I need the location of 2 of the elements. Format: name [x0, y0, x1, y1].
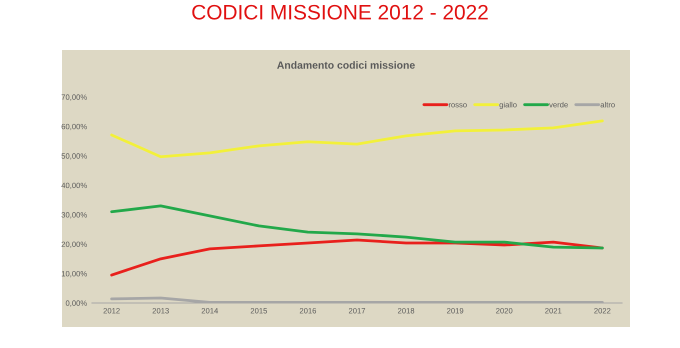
chart-title: CODICI MISSIONE 2012 - 2022	[192, 4, 488, 20]
chart-subtitle: Andamento codici missione	[277, 61, 415, 69]
